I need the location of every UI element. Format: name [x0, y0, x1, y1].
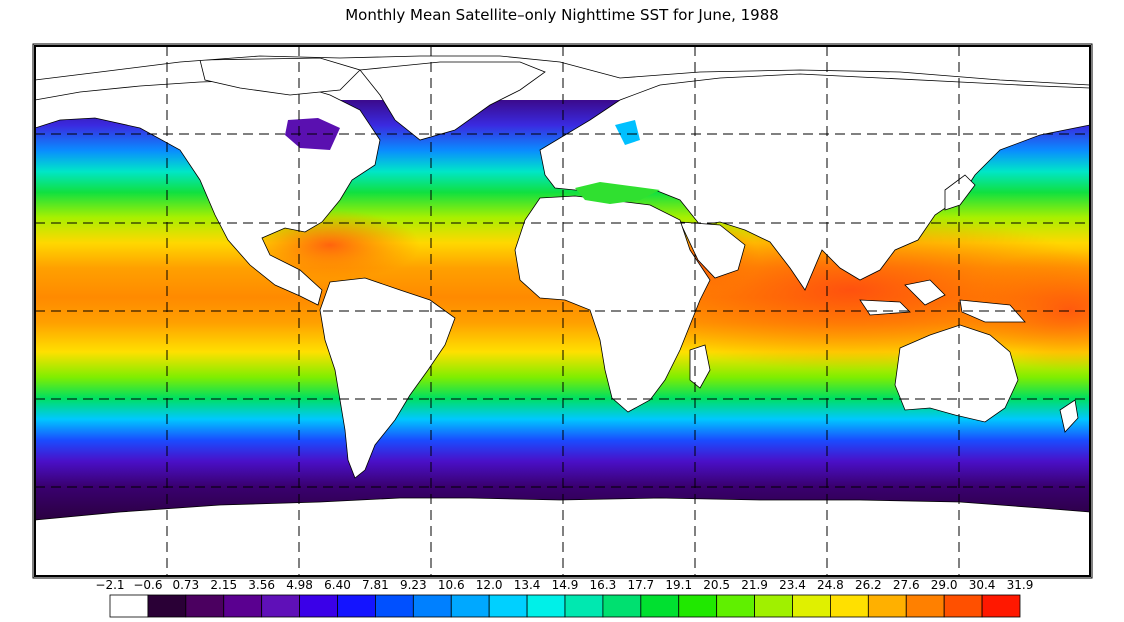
colorbar-swatch — [754, 594, 793, 618]
colorbar-swatch — [564, 594, 604, 618]
colorbar-tick-label: 29.0 — [930, 578, 958, 592]
colorbar-swatch — [147, 594, 187, 618]
colorbar-swatch — [716, 594, 755, 618]
colorbar-tick-label: 4.98 — [286, 578, 313, 592]
colorbar-swatch — [905, 594, 945, 618]
colorbar-tick-label: −2.1 — [95, 578, 125, 592]
colorbar-tick-label: 3.56 — [248, 578, 276, 592]
colorbar-swatch — [299, 594, 338, 618]
colorbar-tick-label: 17.7 — [627, 578, 655, 592]
colorbar-tick-label: 30.4 — [968, 578, 996, 592]
colorbar-swatch — [602, 594, 642, 618]
colorbar — [109, 594, 1021, 618]
ocean-field — [35, 46, 1090, 576]
map-frame — [34, 45, 1091, 577]
colorbar-tick-label: 7.81 — [362, 578, 389, 592]
colorbar-tick-label: 2.15 — [210, 578, 238, 592]
colorbar-tick-label: 27.6 — [892, 578, 920, 592]
colorbar-swatch — [223, 594, 263, 618]
colorbar-swatch — [412, 594, 452, 618]
colorbar-tick-label: 9.23 — [399, 578, 427, 592]
colorbar-tick-label: 16.3 — [589, 578, 617, 592]
colorbar-tick-label: 6.40 — [324, 578, 351, 592]
colorbar-swatch — [109, 594, 149, 618]
colorbar-swatch — [337, 594, 376, 618]
colorbar-tick-label: 21.9 — [741, 578, 768, 592]
colorbar-tick-label: 13.4 — [513, 578, 541, 592]
colorbar-labels: −2.1 −0.6 0.73 2.15 3.56 4.98 6.40 7.81 9.23 10.6… — [0, 578, 1124, 594]
colorbar-tick-label: 0.73 — [172, 578, 200, 592]
colorbar-tick-label: 31.9 — [1006, 578, 1034, 592]
landmass-australia — [894, 324, 1019, 423]
colorbar-tick-label: 20.5 — [703, 578, 731, 592]
landmass-greenland — [359, 61, 546, 141]
colorbar-swatch — [867, 594, 907, 618]
map-gridlines — [35, 46, 1090, 576]
colorbar-tick-label: 14.9 — [551, 578, 579, 592]
colorbar-tick-label: 26.2 — [854, 578, 882, 592]
colorbar-tick-label: 10.6 — [437, 578, 465, 592]
colorbar-swatch — [526, 594, 566, 618]
colorbar-swatch — [450, 594, 490, 618]
colorbar-swatch — [640, 594, 680, 618]
colorbar-swatch — [792, 594, 831, 618]
landmass-south-america — [319, 277, 456, 479]
colorbar-tick-label: 23.4 — [779, 578, 806, 592]
colorbar-swatch — [830, 594, 869, 618]
colorbar-tick-label: −0.6 — [133, 578, 163, 592]
colorbar-tick-label: 19.1 — [665, 578, 693, 592]
landmass-africa — [514, 195, 711, 413]
colorbar-swatch — [375, 594, 414, 618]
map-title: Monthly Mean Satellite–only Nighttime SS… — [345, 6, 779, 24]
colorbar-swatch — [488, 594, 528, 618]
colorbar-swatch — [678, 594, 718, 618]
colorbar-tick-label: 24.8 — [817, 578, 844, 592]
colorbar-swatch — [943, 594, 983, 618]
colorbar-swatch — [185, 594, 225, 618]
colorbar-tick-label: 12.0 — [475, 578, 503, 592]
colorbar-swatch — [261, 594, 300, 618]
colorbar-swatch — [981, 594, 1021, 618]
